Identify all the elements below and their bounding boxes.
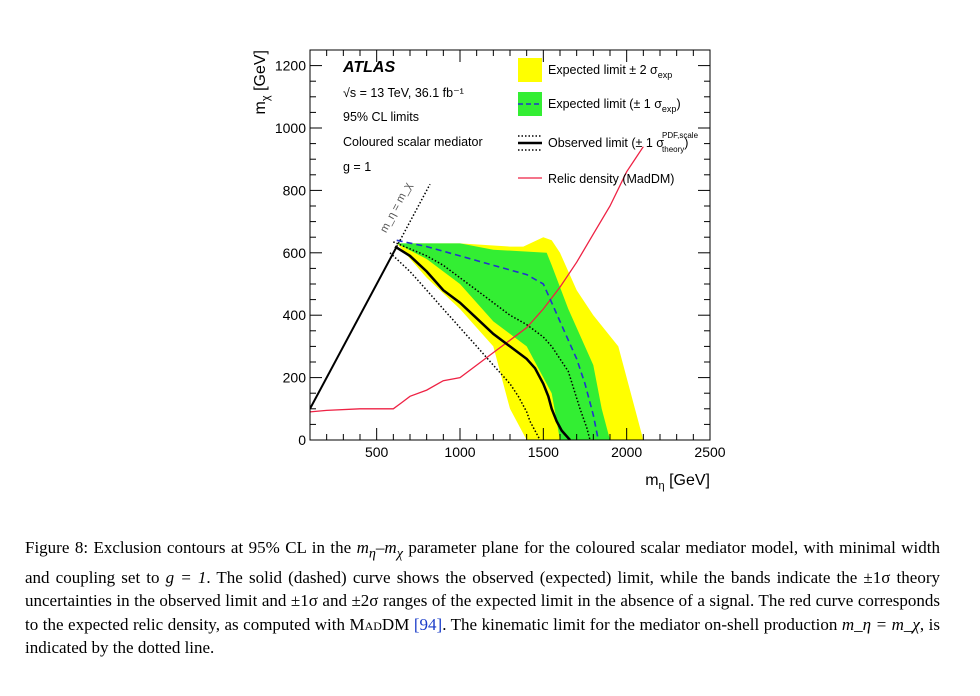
coupling-label: g = 1 [343,160,371,174]
caption-coupling: g = 1 [165,567,207,587]
x-tick-label: 1500 [528,444,559,460]
y-tick-label: 1200 [275,58,306,74]
caption-text-5: , is indicated by the dotted line. [25,614,940,658]
caption-text-2: parameter plane for the coloured scalar … [25,538,940,587]
x-tick-label: 2000 [611,444,642,460]
axes: 500 1000 1500 2000 2500 0 200 400 600 800 1000 1200… [252,49,726,492]
caption-text-1: Exclusion contours at 95% CL in the [88,538,357,557]
cl-label: 95% CL limits [343,110,419,124]
x-tick-label: 2500 [694,444,725,460]
legend-label-1sigma: Expected limit (± 1 σexp) [548,97,681,114]
relic-density-curve [310,146,644,413]
kinematic-limit-line [310,246,398,410]
expected-1sigma-band [396,243,610,440]
x-tick-label: 1000 [444,444,475,460]
x-tick-label: 500 [365,444,389,460]
legend-label-2sigma: Expected limit ± 2 σexp [548,63,672,80]
y-tick-label: 1000 [275,120,306,136]
caption-reference-link[interactable]: [94] [413,614,443,634]
observed-limit-curve [394,245,571,440]
exclusion-plot: m_η = m_χ 500 1000 1500 2000 2500 0 200 400 600 8… [252,49,726,492]
info-block: ATLAS √s = 13 TeV, 36.1 fb⁻¹ 95% CL limits… [342,59,483,174]
caption-mass-pair: mη–mχ [356,538,403,562]
y-axis-title: mχ [GeV] [252,50,272,114]
legend: Expected limit ± 2 σexp Expected limit (±… [518,58,699,186]
observed-plus-theory-curve [393,241,591,440]
y-tick-label: 600 [283,245,307,261]
caption-text-4: . The kinematic limit for the mediator o… [442,614,842,634]
atlas-label: ATLAS [342,59,395,76]
x-axis-title: mη [GeV] [645,472,710,492]
figure-caption: Figure 8: Exclusion contours at 95% CL i… [25,536,940,660]
caption-kinematic: m_η = m_χ [841,614,920,634]
legend-swatch-2sigma [518,58,542,82]
figure-label: Figure 8: [25,538,89,557]
plot-area: m_η = m_χ [310,146,644,440]
energy-label: √s = 13 TeV, 36.1 fb⁻¹ [343,86,464,100]
y-tick-label: 200 [283,370,307,386]
y-tick-label: 0 [298,432,306,448]
caption-maddm: MadDM [349,614,410,634]
y-tick-label: 800 [283,182,307,198]
observed-minus-theory-curve [389,252,541,440]
y-tick-label: 400 [283,307,307,323]
legend-label-observed: Observed limit (± 1 σPDF,scale theory) [548,131,699,154]
diagonal-label: m_η = m_χ [378,180,415,234]
legend-label-relic: Relic density (MadDM) [548,172,674,186]
caption-text-3: . The solid (dashed) curve shows the obs… [25,567,940,634]
kinematic-limit-dotted [396,183,431,247]
model-label: Coloured scalar mediator [343,135,483,149]
expected-limit-curve [396,239,600,440]
